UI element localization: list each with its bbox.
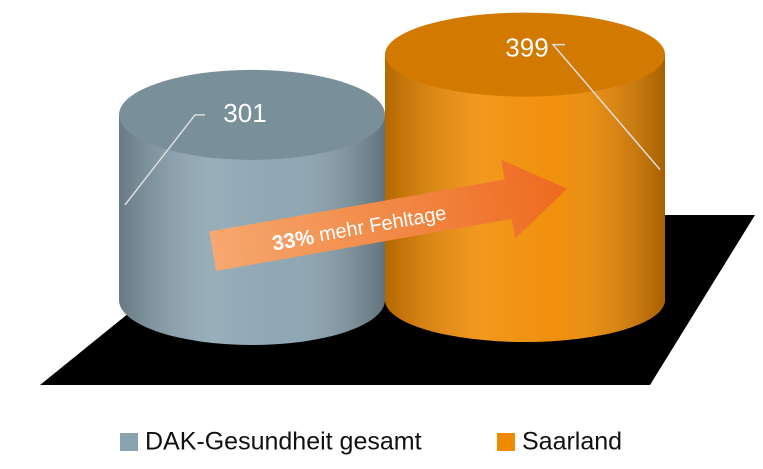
- cylinders: [119, 12, 665, 345]
- arrow: [209, 159, 568, 271]
- legend-label: DAK-Gesundheit gesamt: [145, 428, 422, 456]
- cylinder-top: [119, 69, 385, 160]
- cylinder-top-shading: [385, 12, 665, 97]
- legend-swatch: [497, 433, 515, 451]
- cylinder-top-shading: [119, 69, 385, 160]
- cylinder-top: [385, 12, 665, 97]
- leader-line: [124, 114, 205, 206]
- leader-line: [551, 43, 661, 171]
- labels: 301 399: [124, 32, 661, 206]
- legend-swatch: [120, 433, 138, 451]
- data-label: 399: [505, 32, 548, 62]
- data-label: 301: [223, 98, 266, 128]
- legend-label: Saarland: [522, 428, 622, 456]
